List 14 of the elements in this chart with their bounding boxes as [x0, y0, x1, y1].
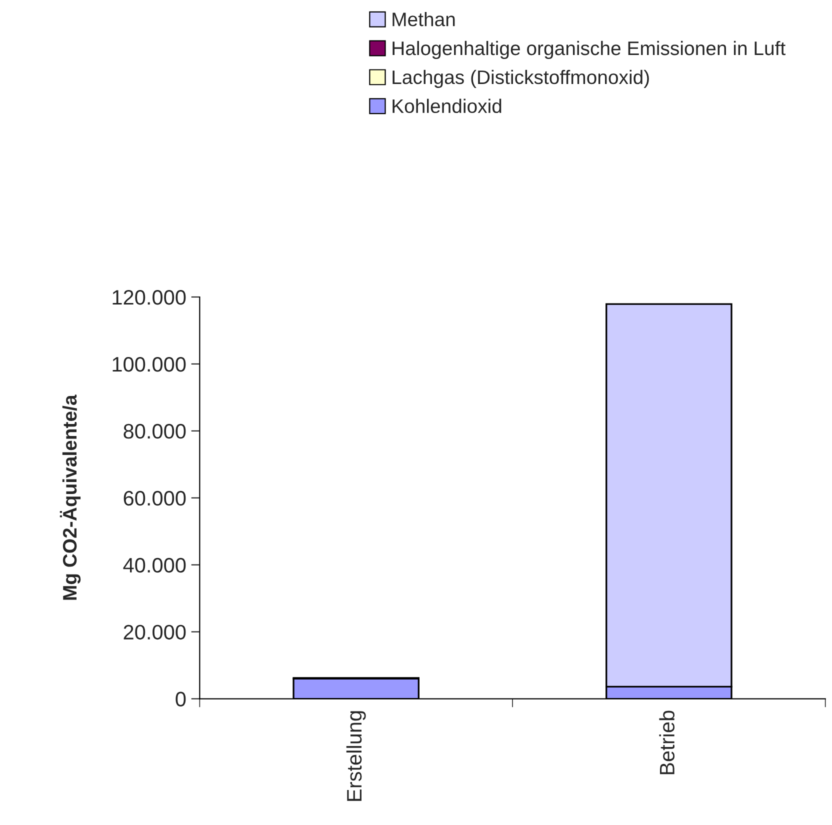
y-tick-label: 40.000 — [123, 558, 186, 573]
x-tick-label: Erstellung — [346, 711, 366, 801]
legend-label: Lachgas (Distickstoffmonoxid) — [392, 70, 649, 88]
y-tick-label: 120.000 — [112, 290, 186, 305]
y-tick-label: 100.000 — [112, 356, 186, 372]
y-tick-label: 60.000 — [124, 490, 186, 506]
legend-label: Halogenhaltige organische Emissionen in Luft — [392, 40, 786, 60]
legend-label: Methan — [392, 12, 455, 26]
y-tick-label: 20.000 — [124, 624, 186, 640]
legend-label: Kohlendioxid — [392, 98, 502, 114]
y-tick-label: 0 — [176, 692, 186, 707]
y-tick-label: 80.000 — [124, 424, 186, 439]
x-tick-label: Betrieb — [659, 710, 675, 774]
y-axis-title: Mg CO2-Äquivalente/a — [60, 394, 81, 600]
